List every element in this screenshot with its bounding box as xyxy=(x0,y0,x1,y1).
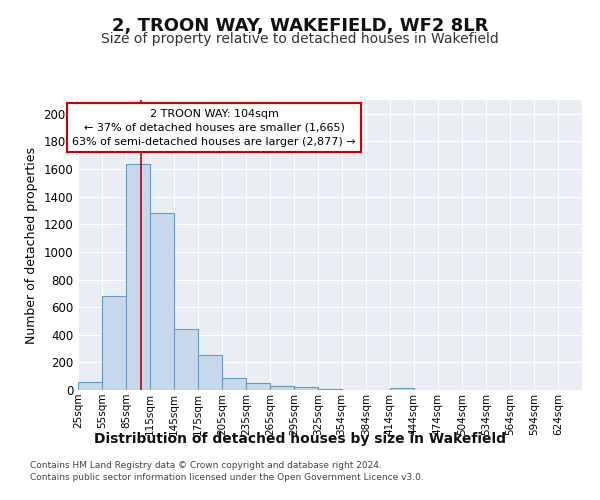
Bar xyxy=(295,387,319,390)
Bar xyxy=(271,386,295,390)
Bar xyxy=(198,356,222,390)
Text: Size of property relative to detached houses in Wakefield: Size of property relative to detached ho… xyxy=(101,32,499,46)
Bar xyxy=(126,164,150,390)
Bar xyxy=(246,383,271,390)
Bar xyxy=(150,213,174,390)
Y-axis label: Number of detached properties: Number of detached properties xyxy=(25,146,38,344)
Bar xyxy=(174,329,198,390)
Bar xyxy=(78,382,102,390)
Bar xyxy=(222,378,246,390)
Bar xyxy=(102,296,126,390)
Text: Contains HM Land Registry data © Crown copyright and database right 2024.: Contains HM Land Registry data © Crown c… xyxy=(30,460,382,469)
Bar xyxy=(389,388,414,390)
Text: Contains public sector information licensed under the Open Government Licence v3: Contains public sector information licen… xyxy=(30,473,424,482)
Text: Distribution of detached houses by size in Wakefield: Distribution of detached houses by size … xyxy=(94,432,506,446)
Text: 2 TROON WAY: 104sqm
← 37% of detached houses are smaller (1,665)
63% of semi-det: 2 TROON WAY: 104sqm ← 37% of detached ho… xyxy=(72,108,356,146)
Text: 2, TROON WAY, WAKEFIELD, WF2 8LR: 2, TROON WAY, WAKEFIELD, WF2 8LR xyxy=(112,18,488,36)
